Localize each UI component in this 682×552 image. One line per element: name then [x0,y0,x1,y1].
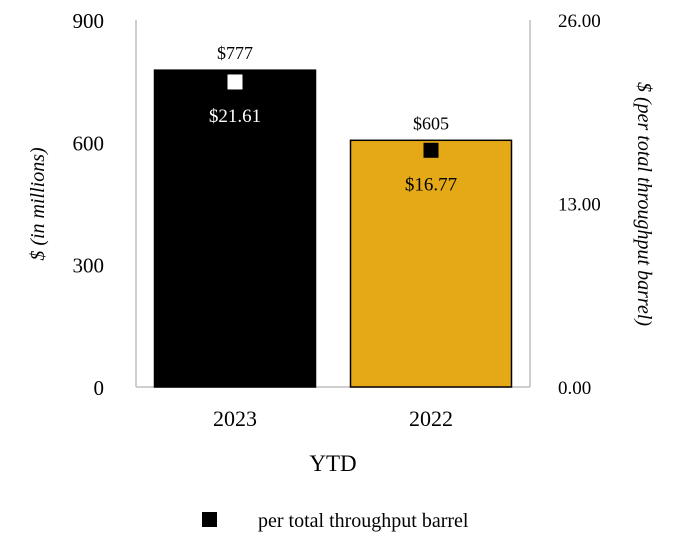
point-value-label: $16.77 [405,174,457,195]
x-tick-label: 2022 [409,406,453,431]
y-tick-label: 900 [73,9,105,33]
bar [153,69,317,388]
y2-tick-label: 0.00 [558,378,591,399]
point-marker [227,74,243,90]
y2-tick-label: 13.00 [558,195,601,216]
bar [349,139,513,388]
y-tick-label: 0 [94,376,105,400]
bars [153,69,513,388]
y-axis-title: $ (in millions) [27,147,49,261]
labels: $777 $605 $21.61 $16.77 [209,43,457,195]
point-marker [423,142,439,158]
x-tick-label: 2023 [213,406,257,431]
y-tick-label: 600 [73,131,105,155]
x-axis-title: YTD [309,451,356,476]
legend-label: per total throughput barrel [258,510,469,532]
legend: per total throughput barrel [202,510,469,532]
legend-marker [202,512,217,527]
bar-value-label: $777 [217,43,253,63]
y2-axis-title: $ (per total throughput barrel) [633,82,655,326]
y-tick-label: 300 [73,254,105,278]
point-value-label: $21.61 [209,106,261,127]
points [227,74,439,158]
bar-value-label: $605 [413,113,449,133]
axes: 0 300 600 900 0.00 13.00 26.00 2023 2022 [73,9,601,431]
y2-tick-label: 26.00 [558,11,601,32]
